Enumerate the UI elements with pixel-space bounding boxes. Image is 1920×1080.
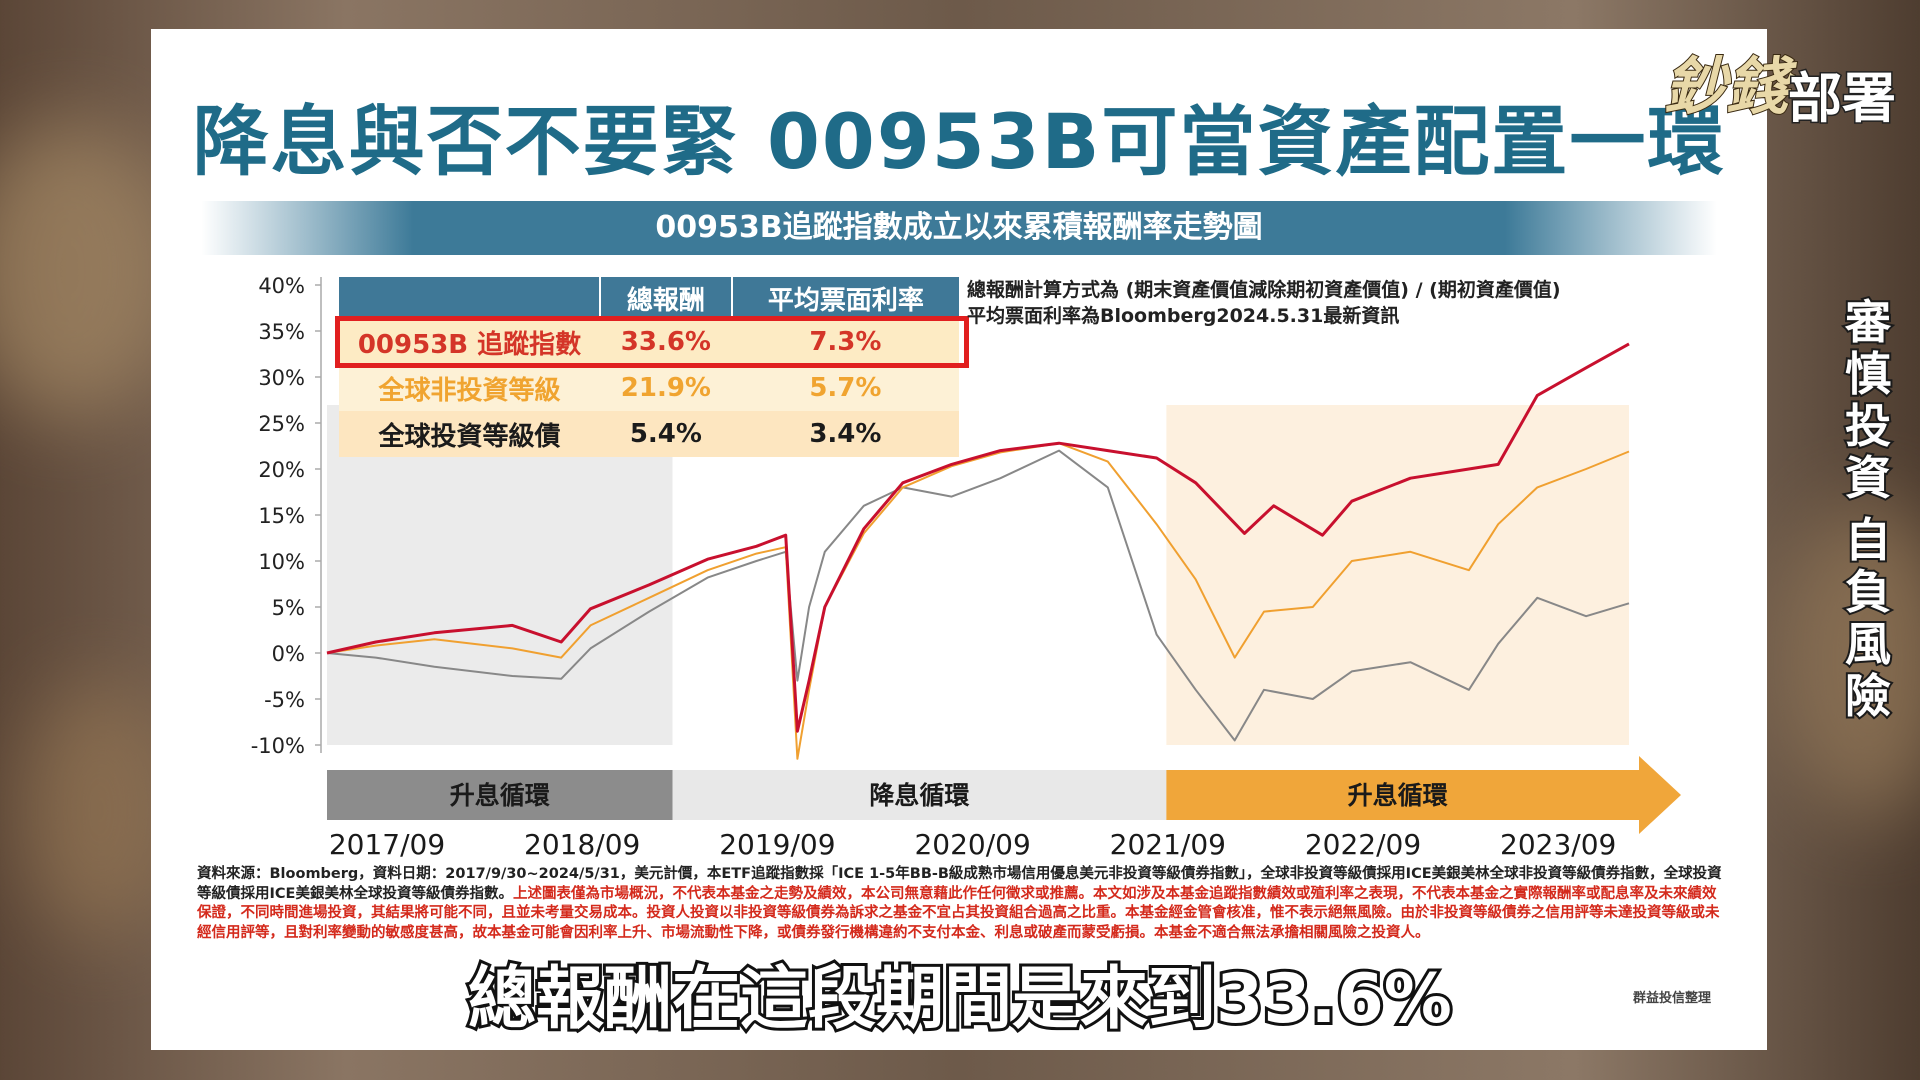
note-line-1: 總報酬計算方式為 (期末資產價值減除期初資產價值) / (期初資產價值) (967, 279, 1561, 301)
row-name: 全球投資等級債 (339, 411, 600, 457)
page-title: 降息與否不要緊 00953B可當資產配置一環 (192, 97, 1726, 186)
table-row: 全球非投資等級 21.9% 5.7% (339, 365, 959, 411)
x-tick-label: 2019/09 (719, 828, 835, 859)
y-tick-label: 30% (258, 366, 305, 390)
cycle-band-1 (672, 405, 1167, 745)
side-char: 慎 (1843, 346, 1893, 402)
x-tick-label: 2017/09 (329, 828, 445, 859)
disclaimer: 資料來源：Bloomberg，資料日期：2017/9/30~2024/5/31，… (197, 865, 1727, 943)
cycle-bar-segment (1166, 756, 1681, 834)
y-tick-label: 35% (258, 320, 305, 344)
y-tick-label: -10% (251, 734, 305, 758)
side-warning-2: 自 負 風 險 (1838, 512, 1898, 724)
y-tick-label: 20% (258, 458, 305, 482)
row-name: 00953B 追蹤指數 (339, 319, 600, 365)
row-name: 全球非投資等級 (339, 365, 600, 411)
row-coupon: 7.3% (731, 319, 959, 365)
cycle-band-2 (1166, 405, 1629, 745)
cycle-bar-segment (672, 770, 1167, 820)
x-tick-label: 2020/09 (914, 828, 1030, 859)
slide-card: 降息與否不要緊 00953B可當資產配置一環 00953B追蹤指數成立以來累積報… (151, 29, 1767, 1050)
y-tick-label: 40% (258, 274, 305, 298)
disclaimer-warning: 上述圖表僅為市場概況，不代表本基金之走勢及績效，本公司無意藉此作任何徵求或推薦。… (197, 885, 1720, 941)
side-char: 自 (1843, 512, 1893, 568)
chart-subtitle: 00953B追蹤指數成立以來累積報酬率走勢圖 (655, 210, 1263, 245)
show-logo: 鈔錢 部署 (1660, 20, 1900, 132)
table-header-total-return: 總報酬 (599, 277, 732, 319)
cycle-label: 降息循環 (869, 781, 970, 810)
table-header-coupon: 平均票面利率 (730, 277, 959, 319)
series-line-0 (326, 342, 1630, 733)
x-tick-label: 2023/09 (1500, 828, 1616, 859)
stats-table: 總報酬 平均票面利率 00953B 追蹤指數 33.6% 7.3% 全球非投資等… (339, 277, 959, 457)
side-char: 資 (1843, 450, 1893, 506)
side-char: 投 (1843, 398, 1893, 454)
table-row: 00953B 追蹤指數 33.6% 7.3% (339, 319, 959, 365)
side-char: 險 (1843, 668, 1893, 724)
y-tick-label: 5% (272, 596, 305, 620)
y-tick-label: 10% (258, 550, 305, 574)
row-coupon: 3.4% (731, 411, 959, 457)
chart-svg: 40% 35% 30% 25% 20% 15% 10% 5% 0% -5% -10% 升息循環 降息循… (251, 274, 1681, 859)
series-line-2 (326, 449, 1630, 742)
cycle-bar-segment (327, 770, 673, 820)
row-total-return: 5.4% (600, 411, 732, 457)
row-total-return: 21.9% (600, 365, 732, 411)
cycle-band-0 (327, 405, 673, 745)
logo-part-1: 鈔錢 (1663, 49, 1789, 124)
row-total-return: 33.6% (600, 319, 732, 365)
row-coupon: 5.7% (731, 365, 959, 411)
table-header-blank (339, 277, 600, 319)
x-tick-label: 2021/09 (1110, 828, 1226, 859)
side-char: 風 (1843, 616, 1893, 672)
table-row: 全球投資等級債 5.4% 3.4% (339, 411, 959, 457)
y-tick-label: -5% (264, 688, 305, 712)
y-tick-label: 15% (258, 504, 305, 528)
side-warning-1: 審 慎 投 資 (1838, 294, 1898, 506)
side-char: 負 (1843, 564, 1893, 620)
x-tick-label: 2018/09 (524, 828, 640, 859)
disclaimer-source: 資料來源：Bloomberg，資料日期：2017/9/30~2024/5/31，… (197, 866, 1722, 902)
note-line-2: 平均票面利率為Bloomberg2024.5.31最新資訊 (967, 305, 1400, 327)
logo-part-2: 部署 (1787, 66, 1898, 132)
subtitle-band: 00953B追蹤指數成立以來累積報酬率走勢圖 (201, 201, 1717, 255)
video-caption: 總報酬在這段期間是來到33.6% (465, 957, 1455, 1042)
y-tick-label: 25% (258, 412, 305, 436)
cycle-label: 升息循環 (1348, 781, 1449, 810)
credit: 群益投信整理 (1632, 991, 1711, 1006)
cycle-label: 升息循環 (450, 781, 551, 810)
side-char: 審 (1843, 294, 1893, 350)
x-tick-label: 2022/09 (1305, 828, 1421, 859)
y-tick-label: 0% (272, 642, 305, 666)
highlight-box (335, 316, 969, 368)
series-line-1 (326, 442, 1630, 760)
